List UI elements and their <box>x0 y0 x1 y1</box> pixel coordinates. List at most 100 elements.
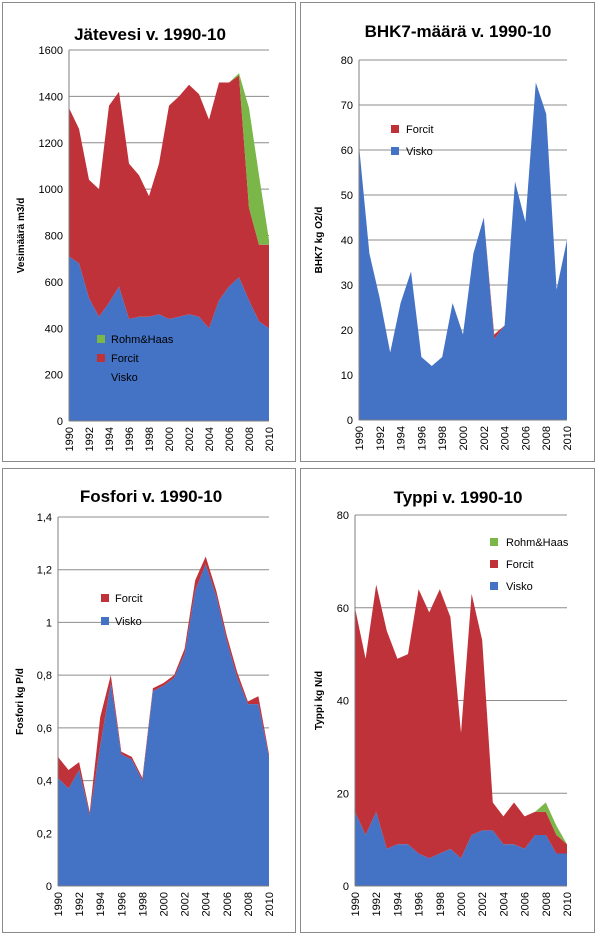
x-tick-label: 1998 <box>144 427 156 451</box>
y-tick-label: 0,2 <box>37 828 52 840</box>
legend-label-forcit: Forcit <box>111 353 139 365</box>
legend-label-forcit: Forcit <box>406 124 434 136</box>
x-tick-label: 2002 <box>184 427 196 451</box>
chart-panel-fosfori: Fosfori v. 1990-10 0 0,2 0,4 0,6 0,8 1 1,2 1,4 19… <box>2 468 296 933</box>
x-tick-label: 2008 <box>243 892 255 916</box>
x-tick-label: 2006 <box>222 892 234 916</box>
x-tick-label: 2006 <box>520 892 532 916</box>
y-tick-label: 80 <box>341 55 353 67</box>
x-tick-label: 2010 <box>264 892 276 916</box>
legend-label-rohm-haas: Rohm&Haas <box>506 537 569 549</box>
x-tick-label: 2004 <box>500 426 512 450</box>
x-tick-label: 2010 <box>264 427 276 451</box>
legend-label-rohm-haas: Rohm&Haas <box>111 334 174 346</box>
y-tick-label: 1200 <box>39 138 63 150</box>
x-tick-label: 1998 <box>435 892 447 916</box>
y-axis-label: Fosfori kg P/d <box>15 668 26 735</box>
area-visko <box>69 256 269 421</box>
legend-swatch-forcit <box>391 125 399 133</box>
area-forcit <box>58 556 269 815</box>
x-tick-label: 1992 <box>375 426 387 450</box>
y-tick-label: 1,2 <box>37 565 52 577</box>
chart-jatevesi: Jätevesi v. 1990-10 0 200 400 600 800 1000 1200… <box>16 25 276 451</box>
chart-title: Fosfori v. 1990-10 <box>80 487 222 506</box>
chart-title: BHK7-määrä v. 1990-10 <box>365 22 552 41</box>
legend-swatch-rohm-haas <box>490 538 498 546</box>
y-tick-label: 1000 <box>39 184 63 196</box>
x-tick-label: 2002 <box>479 426 491 450</box>
y-axis-label: Vesimäärä m3/d <box>16 198 27 274</box>
x-tick-label: 2008 <box>541 426 553 450</box>
x-tick-label: 1996 <box>116 892 128 916</box>
x-tick-label: 1992 <box>74 892 86 916</box>
x-tick-label: 2000 <box>456 892 468 916</box>
y-tick-label: 40 <box>337 696 349 708</box>
chart-panel-jatevesi: Jätevesi v. 1990-10 0 200 400 600 800 1000 1200… <box>2 2 296 462</box>
y-tick-label: 80 <box>337 510 349 522</box>
legend-swatch-rohm-haas <box>97 335 105 343</box>
legend-label-visko: Visko <box>111 372 138 384</box>
y-tick-label: 20 <box>341 325 353 337</box>
legend-swatch-visko <box>391 147 399 155</box>
y-tick-label: 10 <box>341 370 353 382</box>
y-tick-label: 1600 <box>39 45 63 57</box>
y-tick-label: 200 <box>45 370 63 382</box>
x-tick-label: 1990 <box>350 892 362 916</box>
y-tick-label: 70 <box>341 100 353 112</box>
chart-fosfori: Fosfori v. 1990-10 0 0,2 0,4 0,6 0,8 1 1,2 1,4 19… <box>15 487 276 916</box>
y-tick-label: 0,8 <box>37 670 52 682</box>
x-tick-label: 1996 <box>414 892 426 916</box>
y-tick-label: 0 <box>347 415 353 427</box>
x-tick-label: 2010 <box>562 892 574 916</box>
y-tick-label: 50 <box>341 190 353 202</box>
legend-swatch-forcit <box>97 354 105 362</box>
y-axis-label: Typpi kg N/d <box>314 671 325 730</box>
y-tick-label: 40 <box>341 235 353 247</box>
x-tick-label: 2008 <box>244 427 256 451</box>
legend-swatch-visko <box>101 617 109 625</box>
x-tick-label: 1990 <box>53 892 65 916</box>
x-tick-label: 1996 <box>416 426 428 450</box>
x-tick-label: 1994 <box>104 427 116 451</box>
chart-title: Jätevesi v. 1990-10 <box>74 25 226 44</box>
x-tick-label: 1992 <box>371 892 383 916</box>
x-tick-label: 1992 <box>84 427 96 451</box>
x-tick-label: 1996 <box>124 427 136 451</box>
x-tick-label: 1990 <box>354 426 366 450</box>
chart-title: Typpi v. 1990-10 <box>394 488 523 507</box>
x-tick-label: 2010 <box>562 426 574 450</box>
legend-swatch-visko <box>490 582 498 590</box>
legend-label-visko: Visko <box>506 581 533 593</box>
chart-panel-typpi: Typpi v. 1990-10 0 20 40 60 80 1990 1992 1994 199… <box>300 468 595 933</box>
legend-swatch-forcit <box>101 594 109 602</box>
y-tick-label: 0 <box>57 416 63 428</box>
chart-typpi: Typpi v. 1990-10 0 20 40 60 80 1990 1992 1994 199… <box>314 488 574 916</box>
x-tick-label: 1990 <box>64 427 76 451</box>
x-tick-label: 1994 <box>95 892 107 916</box>
legend-label-forcit: Forcit <box>115 593 143 605</box>
x-tick-label: 2002 <box>180 892 192 916</box>
legend-swatch-forcit <box>490 560 498 568</box>
y-tick-label: 600 <box>45 277 63 289</box>
area-visko <box>359 82 567 420</box>
chart-bhk7: BHK7-määrä v. 1990-10 0 10 20 30 40 50 60 70 80 19… <box>314 22 574 450</box>
area-visko <box>355 811 567 886</box>
area-forcit <box>355 584 567 859</box>
y-tick-label: 0 <box>46 881 52 893</box>
y-tick-label: 0,4 <box>37 776 52 788</box>
x-tick-label: 2000 <box>159 892 171 916</box>
x-tick-label: 1994 <box>392 892 404 916</box>
y-tick-label: 1,4 <box>37 512 52 524</box>
x-tick-label: 2008 <box>541 892 553 916</box>
x-tick-label: 2006 <box>520 426 532 450</box>
y-tick-label: 30 <box>341 280 353 292</box>
y-tick-label: 400 <box>45 323 63 335</box>
x-tick-label: 1998 <box>437 426 449 450</box>
legend-label-forcit: Forcit <box>506 559 534 571</box>
x-tick-label: 2006 <box>224 427 236 451</box>
y-tick-label: 1 <box>46 617 52 629</box>
x-tick-label: 2004 <box>201 892 213 916</box>
x-tick-label: 1998 <box>137 892 149 916</box>
x-tick-label: 2000 <box>458 426 470 450</box>
x-tick-label: 2000 <box>164 427 176 451</box>
